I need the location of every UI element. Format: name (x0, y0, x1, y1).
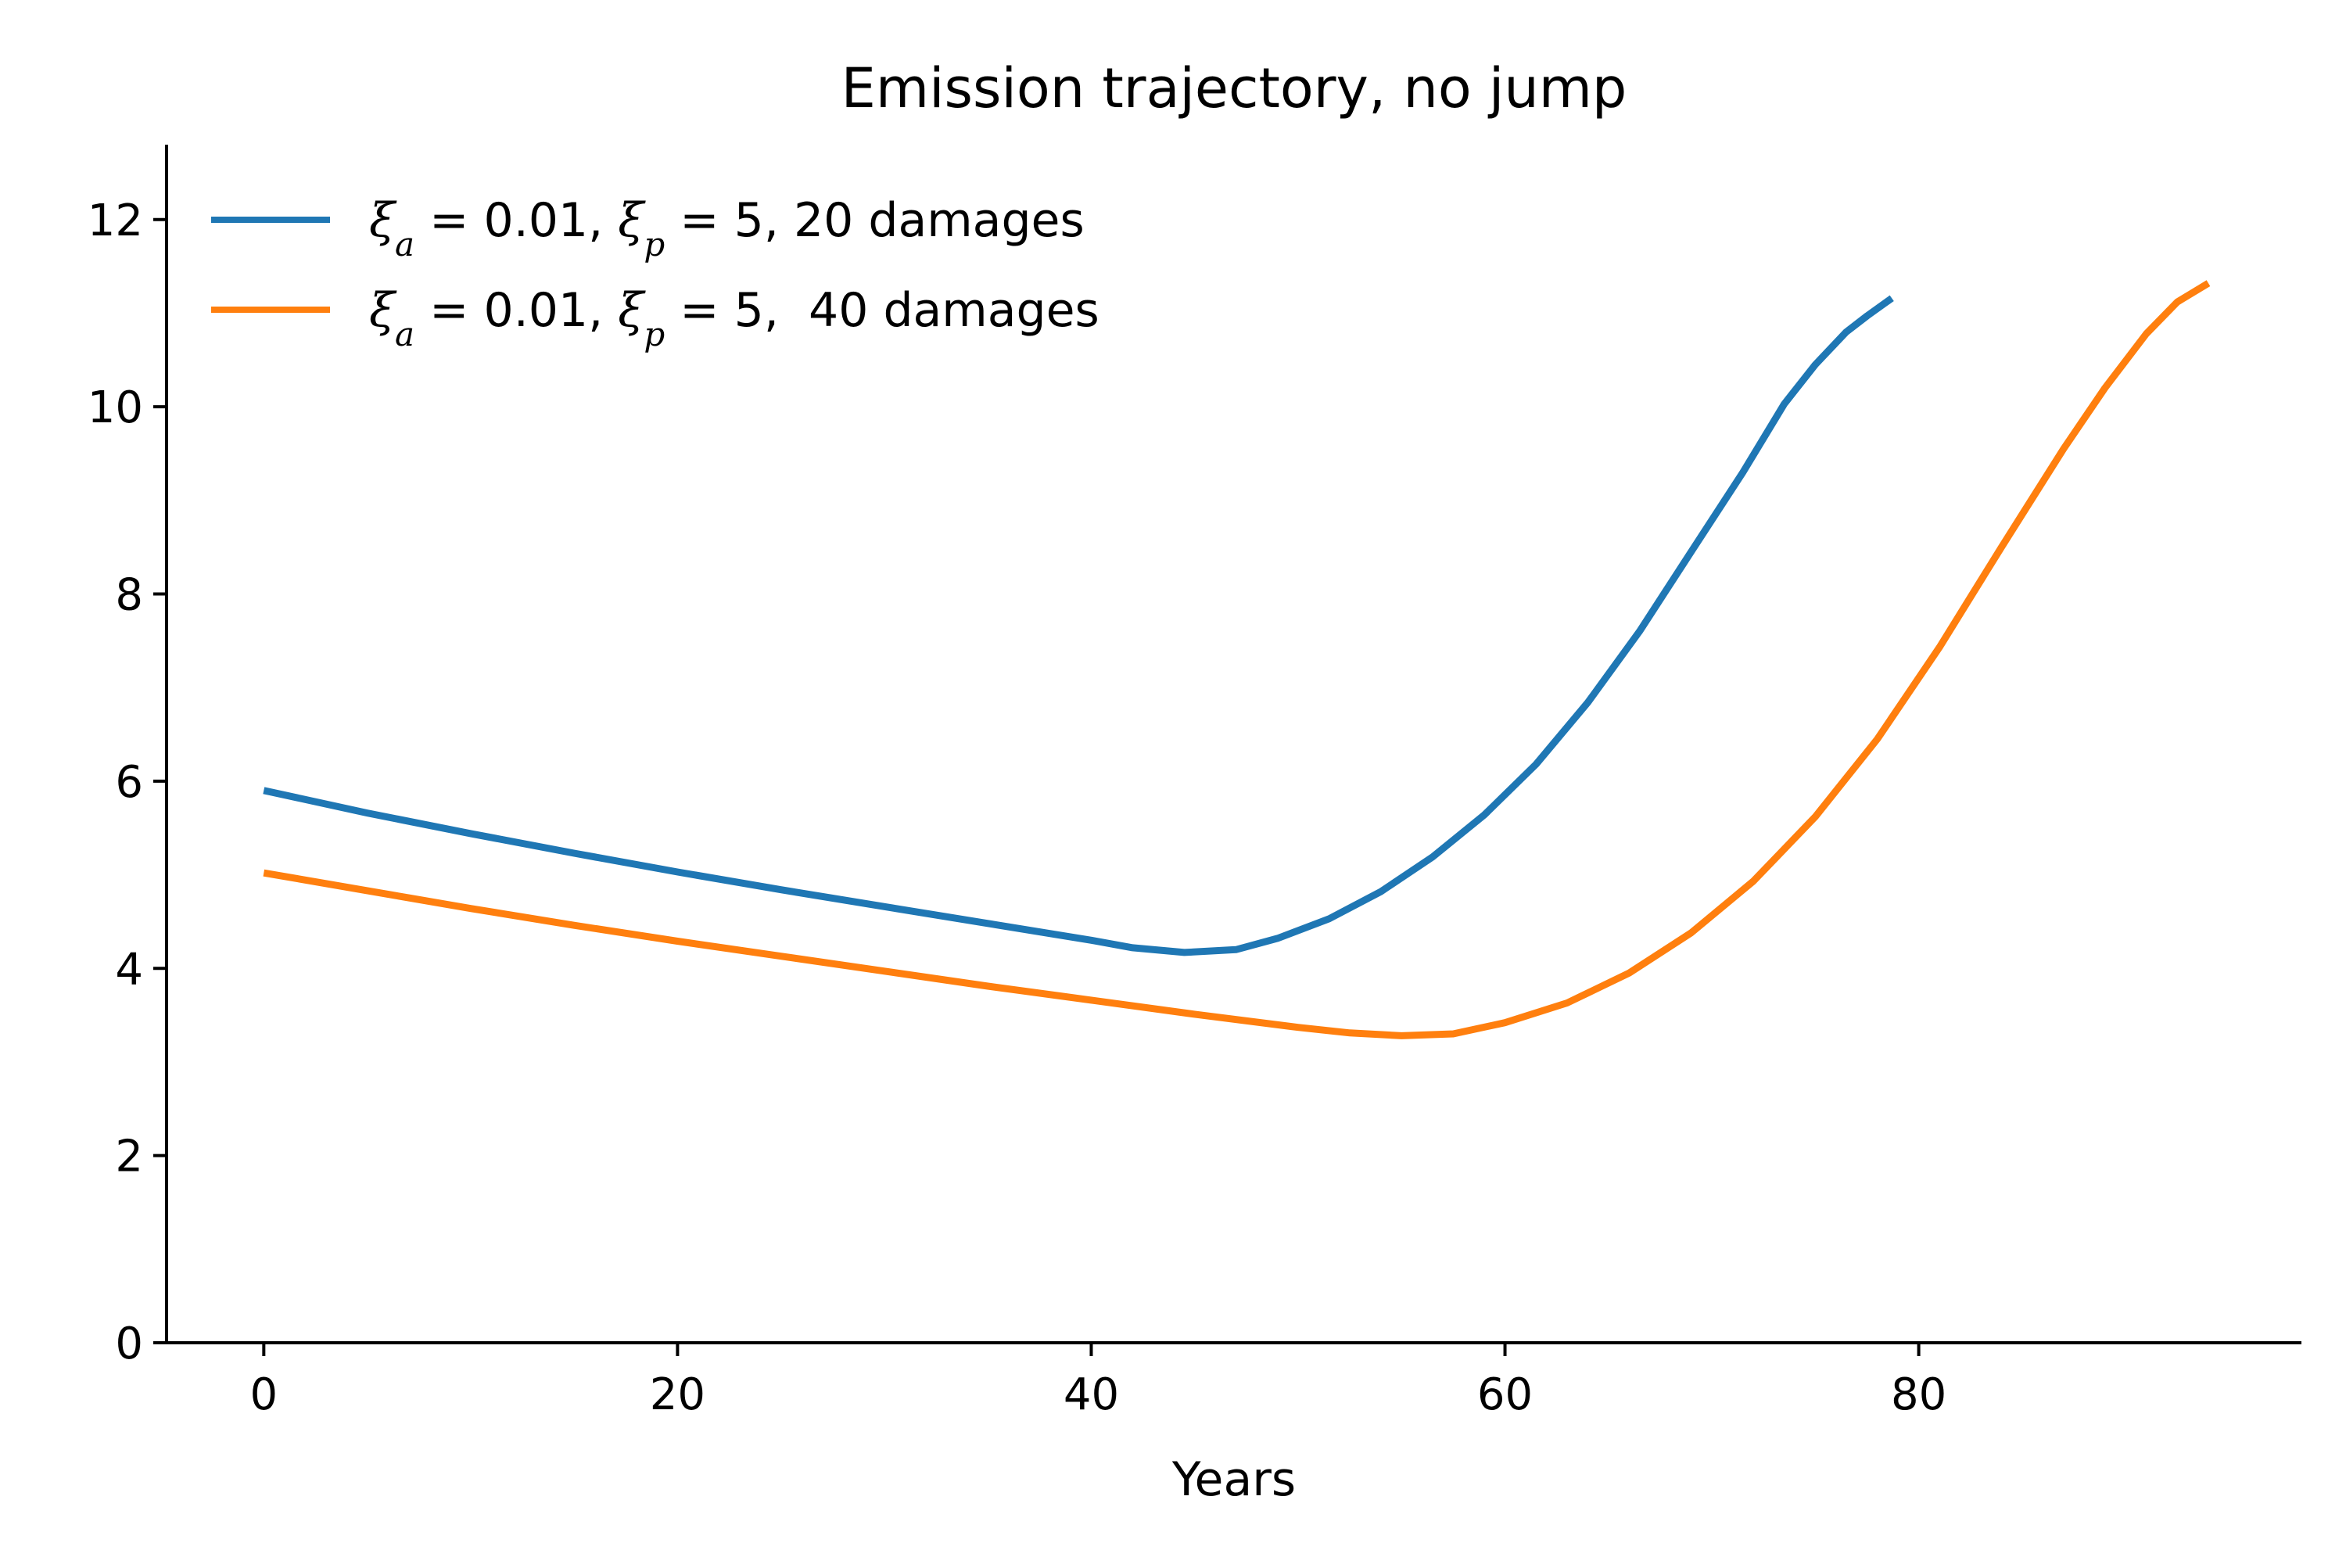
legend-entry-1: ξa = 0.01, ξp = 5, 20 damages (211, 193, 1085, 264)
legend-xi-p-symbol-1: ξ (618, 193, 646, 248)
x-axis-label: Years (1171, 1452, 1296, 1507)
y-tick-label-10: 10 (88, 382, 143, 433)
x-axis-ticks: 0 20 40 60 80 (250, 1343, 1946, 1420)
legend-xi-p-subscript-2: p (644, 315, 665, 353)
legend-suffix-1: , 20 damages (764, 193, 1085, 248)
legend-xi-a-value-2: 0.01 (484, 283, 589, 338)
x-tick-label-80: 80 (1891, 1369, 1946, 1420)
y-tick-label-2: 2 (115, 1132, 143, 1182)
legend-xi-p-subscript-1: p (644, 225, 665, 264)
legend-comma-2: , (588, 283, 618, 338)
x-tick-label-20: 20 (650, 1369, 705, 1420)
legend-label-2: ξa = 0.01, ξp = 5, 40 damages (369, 283, 1099, 353)
legend-comma-1: , (588, 193, 618, 248)
y-tick-label-8: 8 (115, 570, 143, 621)
series-layer (263, 280, 2211, 1039)
legend-xi-a-value-1: 0.01 (484, 193, 589, 248)
plot-area: 0 20 40 60 80 0 2 4 6 8 10 12 (88, 145, 2301, 1420)
legend-label-1: ξa = 0.01, ξp = 5, 20 damages (369, 193, 1085, 264)
legend-xi-a-equals-1: = (414, 193, 483, 248)
y-tick-label-0: 0 (115, 1319, 143, 1369)
y-axis-ticks: 0 2 4 6 8 10 12 (88, 196, 167, 1369)
legend-xi-p-value-2: 5 (734, 283, 764, 338)
y-tick-label-4: 4 (115, 944, 143, 995)
legend-xi-a-subscript-1: a (395, 225, 414, 264)
y-tick-label-6: 6 (115, 757, 143, 808)
legend-xi-a-subscript-2: a (395, 315, 414, 353)
legend-xi-p-symbol-2: ξ (618, 283, 646, 338)
series-line-2 (263, 280, 2211, 1039)
legend-xi-p-equals-1: = (665, 193, 734, 248)
legend-xi-a-symbol-1: ξ (369, 193, 397, 248)
legend-xi-p-equals-2: = (665, 283, 734, 338)
legend-xi-a-equals-2: = (414, 283, 483, 338)
series-line-1 (263, 295, 1894, 956)
x-tick-label-0: 0 (250, 1369, 278, 1420)
legend-xi-a-symbol-2: ξ (369, 283, 397, 338)
legend: ξa = 0.01, ξp = 5, 20 damages ξa = 0.01,… (211, 193, 1099, 353)
y-tick-label-12: 12 (88, 196, 143, 246)
x-tick-label-40: 40 (1064, 1369, 1119, 1420)
legend-xi-p-value-1: 5 (734, 193, 764, 248)
legend-suffix-2: , 40 damages (764, 283, 1099, 338)
chart-title: Emission trajectory, no jump (841, 56, 1627, 120)
x-tick-label-60: 60 (1477, 1369, 1533, 1420)
legend-entry-2: ξa = 0.01, ξp = 5, 40 damages (211, 283, 1099, 353)
